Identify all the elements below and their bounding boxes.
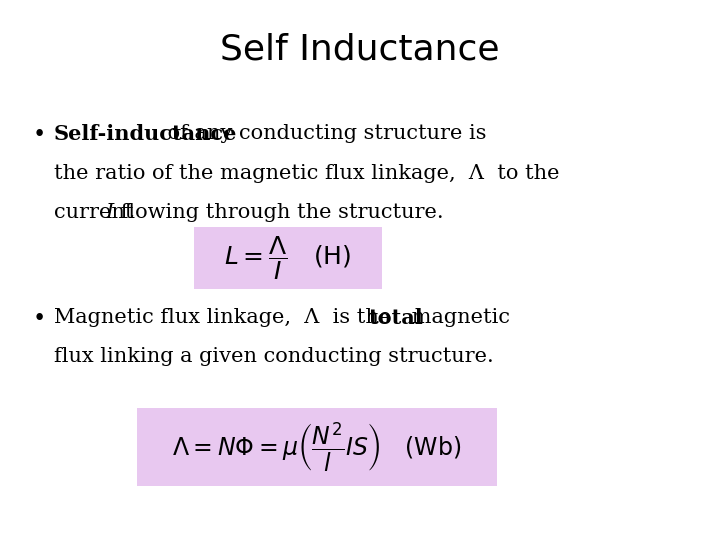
Text: of any conducting structure is: of any conducting structure is <box>161 124 486 143</box>
Text: magnetic: magnetic <box>405 308 510 327</box>
Text: Magnetic flux linkage,  Λ  is the: Magnetic flux linkage, Λ is the <box>54 308 398 327</box>
Text: flux linking a given conducting structure.: flux linking a given conducting structur… <box>54 347 494 366</box>
Text: total: total <box>369 308 423 328</box>
Text: $L = \dfrac{\Lambda}{I} \quad (\mathrm{H})$: $L = \dfrac{\Lambda}{I} \quad (\mathrm{H… <box>225 234 351 282</box>
FancyBboxPatch shape <box>137 408 497 486</box>
Text: •: • <box>32 308 45 330</box>
FancyBboxPatch shape <box>194 227 382 289</box>
Text: Self Inductance: Self Inductance <box>220 32 500 66</box>
Text: Self-inductance: Self-inductance <box>54 124 238 144</box>
Text: the ratio of the magnetic flux linkage,  Λ  to the: the ratio of the magnetic flux linkage, … <box>54 164 559 183</box>
Text: current: current <box>54 203 140 222</box>
Text: flowing through the structure.: flowing through the structure. <box>114 203 444 222</box>
Text: I: I <box>105 203 113 222</box>
Text: $\Lambda = N\Phi = \mu\left(\dfrac{N^2}{l}IS\right) \quad (\mathrm{Wb})$: $\Lambda = N\Phi = \mu\left(\dfrac{N^2}{… <box>172 420 462 474</box>
Text: •: • <box>32 124 45 146</box>
